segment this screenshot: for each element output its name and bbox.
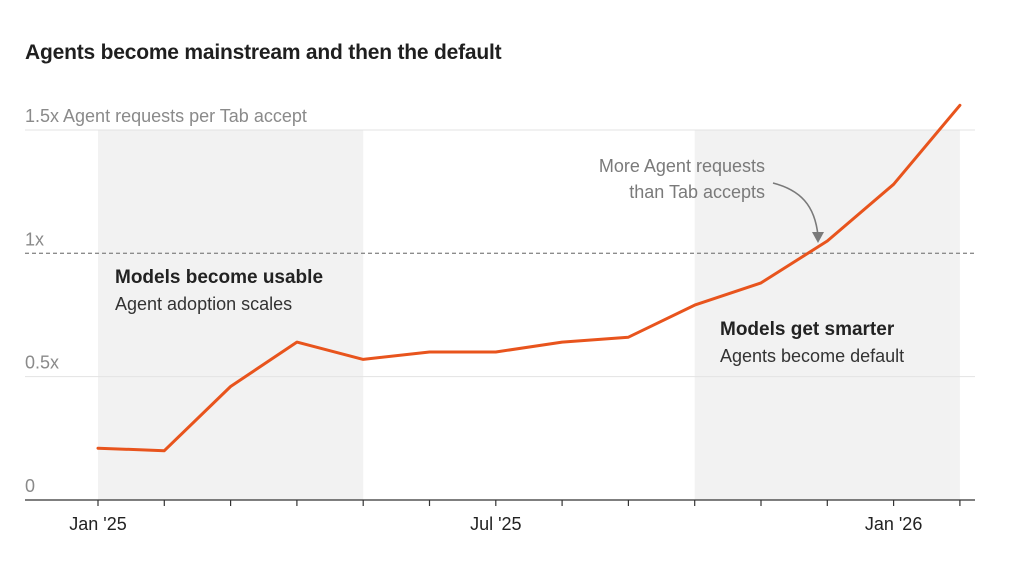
annotation-region1-subtitle: Agent adoption scales [115, 294, 292, 314]
x-tick-label: Jan '26 [865, 514, 922, 534]
shaded-region-2 [694, 130, 960, 500]
y-tick-label: 0 [25, 476, 35, 496]
y-axis-label: 1.5x Agent requests per Tab accept [25, 106, 307, 126]
x-tick-label: Jul '25 [470, 514, 521, 534]
callout-arrowhead-icon [812, 232, 824, 243]
y-tick-label: 1x [25, 229, 44, 249]
callout-line1: More Agent requests [599, 156, 765, 176]
y-tick-label: 0.5x [25, 353, 59, 373]
shaded-region-1 [98, 130, 364, 500]
annotation-region1-title: Models become usable [115, 267, 323, 288]
callout-arrow [772, 182, 819, 237]
annotation-region2-title: Models get smarter [720, 319, 895, 340]
chart-title: Agents become mainstream and then the de… [25, 41, 502, 64]
x-tick-label: Jan '25 [69, 514, 126, 534]
callout-line2: than Tab accepts [629, 182, 765, 202]
annotation-region2-subtitle: Agents become default [720, 346, 904, 366]
series-line-1 [96, 103, 962, 453]
